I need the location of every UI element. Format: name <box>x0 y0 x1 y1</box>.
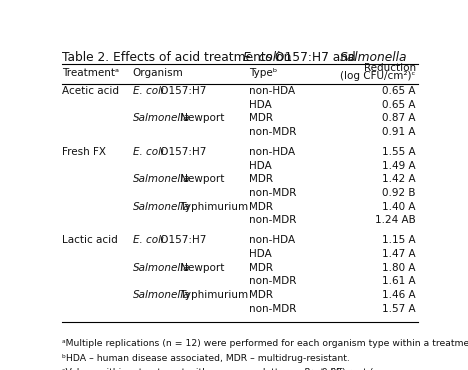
Text: 0.91 A: 0.91 A <box>382 127 416 137</box>
Text: ᶜValues within a treatment with a common letter are not different (: ᶜValues within a treatment with a common… <box>62 368 373 370</box>
Text: 0.87 A: 0.87 A <box>382 114 416 124</box>
Text: 1.49 A: 1.49 A <box>382 161 416 171</box>
Text: 0.65 A: 0.65 A <box>382 100 416 110</box>
Text: Lactic acid: Lactic acid <box>62 235 118 245</box>
Text: 1.61 A: 1.61 A <box>382 276 416 286</box>
Text: Fresh FX: Fresh FX <box>62 147 106 157</box>
Text: MDR: MDR <box>249 174 273 184</box>
Text: O157:H7: O157:H7 <box>157 86 206 96</box>
Text: E. coli: E. coli <box>133 86 164 96</box>
Text: 1.42 A: 1.42 A <box>382 174 416 184</box>
Text: Acetic acid: Acetic acid <box>62 86 119 96</box>
Text: Salmonella: Salmonella <box>133 174 190 184</box>
Text: MDR: MDR <box>249 114 273 124</box>
Text: Table 2. Effects of acid treatments on: Table 2. Effects of acid treatments on <box>62 51 295 64</box>
Text: non-MDR: non-MDR <box>249 127 296 137</box>
Text: E. coli: E. coli <box>133 147 164 157</box>
Text: HDA: HDA <box>249 161 271 171</box>
Text: E. coli: E. coli <box>243 51 279 64</box>
Text: non-HDA: non-HDA <box>249 147 295 157</box>
Text: P: P <box>303 368 309 370</box>
Text: non-HDA: non-HDA <box>249 235 295 245</box>
Text: Treatmentᵃ: Treatmentᵃ <box>62 68 119 78</box>
Text: non-MDR: non-MDR <box>249 215 296 225</box>
Text: MDR: MDR <box>249 202 273 212</box>
Text: 0.92 B: 0.92 B <box>382 188 416 198</box>
Text: non-MDR: non-MDR <box>249 276 296 286</box>
Text: ᵃMultiple replications (n = 12) were performed for each organism type within a t: ᵃMultiple replications (n = 12) were per… <box>62 339 468 348</box>
Text: O157:H7: O157:H7 <box>157 235 206 245</box>
Text: 1.47 A: 1.47 A <box>382 249 416 259</box>
Text: Salmonella: Salmonella <box>133 263 190 273</box>
Text: Salmonella: Salmonella <box>133 290 190 300</box>
Text: 1.55 A: 1.55 A <box>382 147 416 157</box>
Text: E. coli: E. coli <box>133 235 164 245</box>
Text: non-MDR: non-MDR <box>249 304 296 314</box>
Text: Typhimurium: Typhimurium <box>177 202 249 212</box>
Text: Newport: Newport <box>177 263 225 273</box>
Text: 1.57 A: 1.57 A <box>382 304 416 314</box>
Text: Typhimurium: Typhimurium <box>177 290 249 300</box>
Text: Newport: Newport <box>177 174 225 184</box>
Text: (log CFU/cm²)ᶜ: (log CFU/cm²)ᶜ <box>340 71 416 81</box>
Text: Organism: Organism <box>133 68 183 78</box>
Text: Newport: Newport <box>177 114 225 124</box>
Text: HDA: HDA <box>249 249 271 259</box>
Text: 1.46 A: 1.46 A <box>382 290 416 300</box>
Text: O157:H7: O157:H7 <box>157 147 206 157</box>
Text: MDR: MDR <box>249 290 273 300</box>
Text: Reduction: Reduction <box>364 63 416 73</box>
Text: non-MDR: non-MDR <box>249 188 296 198</box>
Text: 0.65 A: 0.65 A <box>382 86 416 96</box>
Text: MDR: MDR <box>249 263 273 273</box>
Text: Salmonella: Salmonella <box>340 51 407 64</box>
Text: 1.15 A: 1.15 A <box>382 235 416 245</box>
Text: 1.40 A: 1.40 A <box>382 202 416 212</box>
Text: > 0.05).: > 0.05). <box>308 368 348 370</box>
Text: Salmonella: Salmonella <box>133 202 190 212</box>
Text: HDA: HDA <box>249 100 271 110</box>
Text: ᵇHDA – human disease associated, MDR – multidrug-resistant.: ᵇHDA – human disease associated, MDR – m… <box>62 353 350 363</box>
Text: 1.24 AB: 1.24 AB <box>375 215 416 225</box>
Text: Typeᵇ: Typeᵇ <box>249 68 277 78</box>
Text: Salmonella: Salmonella <box>133 114 190 124</box>
Text: 1.80 A: 1.80 A <box>382 263 416 273</box>
Text: O157:H7 and: O157:H7 and <box>271 51 360 64</box>
Text: non-HDA: non-HDA <box>249 86 295 96</box>
